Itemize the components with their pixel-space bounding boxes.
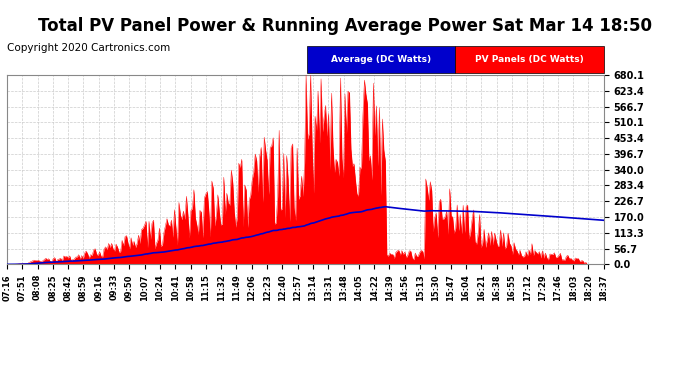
Text: Total PV Panel Power & Running Average Power Sat Mar 14 18:50: Total PV Panel Power & Running Average P… — [38, 17, 652, 35]
Text: PV Panels (DC Watts): PV Panels (DC Watts) — [475, 55, 584, 64]
Text: Average (DC Watts): Average (DC Watts) — [331, 55, 431, 64]
Text: Copyright 2020 Cartronics.com: Copyright 2020 Cartronics.com — [7, 43, 170, 53]
